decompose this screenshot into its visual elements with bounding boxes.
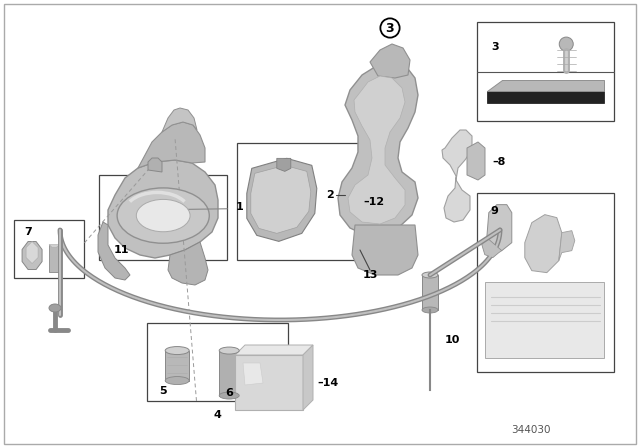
Text: 10: 10: [445, 335, 460, 345]
Polygon shape: [162, 108, 197, 132]
Text: –12: –12: [364, 197, 385, 207]
Ellipse shape: [147, 201, 179, 229]
Ellipse shape: [165, 377, 189, 384]
Polygon shape: [251, 165, 311, 233]
Polygon shape: [26, 241, 38, 263]
Polygon shape: [108, 160, 218, 258]
Polygon shape: [525, 215, 562, 273]
Polygon shape: [487, 205, 512, 250]
Polygon shape: [98, 222, 130, 280]
Text: 11: 11: [113, 245, 129, 255]
Text: 7: 7: [24, 227, 32, 237]
Text: 5: 5: [159, 386, 167, 396]
Polygon shape: [247, 158, 317, 241]
Polygon shape: [148, 158, 162, 172]
Polygon shape: [49, 245, 61, 271]
Bar: [477, 193, 614, 372]
Ellipse shape: [422, 272, 438, 278]
Polygon shape: [559, 231, 575, 261]
Polygon shape: [219, 350, 239, 396]
Ellipse shape: [117, 188, 209, 243]
Ellipse shape: [49, 304, 61, 312]
Polygon shape: [482, 237, 502, 258]
Bar: [99, 175, 227, 260]
Text: –8: –8: [492, 157, 506, 167]
Polygon shape: [277, 158, 291, 172]
Polygon shape: [49, 245, 61, 247]
Bar: [487, 91, 604, 103]
Polygon shape: [235, 345, 313, 355]
Polygon shape: [303, 345, 313, 410]
Bar: [237, 143, 358, 260]
Ellipse shape: [559, 37, 573, 51]
Polygon shape: [487, 80, 604, 91]
Ellipse shape: [219, 347, 239, 354]
Text: 344030: 344030: [511, 425, 551, 435]
Polygon shape: [165, 350, 189, 380]
Bar: [485, 282, 604, 358]
Text: 3: 3: [386, 22, 394, 34]
Polygon shape: [467, 142, 485, 180]
Ellipse shape: [165, 347, 189, 354]
Polygon shape: [348, 76, 405, 224]
Polygon shape: [370, 44, 410, 78]
Text: 4: 4: [214, 410, 221, 420]
Polygon shape: [338, 62, 418, 235]
Bar: [147, 323, 288, 401]
Text: 6: 6: [225, 388, 233, 398]
Polygon shape: [243, 363, 263, 385]
Ellipse shape: [422, 307, 438, 313]
Text: 9: 9: [491, 206, 499, 215]
Polygon shape: [442, 130, 472, 222]
Polygon shape: [22, 241, 42, 270]
Text: 3: 3: [491, 42, 499, 52]
Bar: [14, 220, 84, 278]
Polygon shape: [235, 355, 303, 410]
Polygon shape: [422, 275, 438, 310]
Text: 13: 13: [362, 270, 378, 280]
Text: –14: –14: [317, 378, 339, 388]
Ellipse shape: [219, 392, 239, 399]
Text: 2: 2: [326, 190, 334, 200]
Polygon shape: [138, 122, 205, 168]
Bar: [477, 22, 614, 121]
Ellipse shape: [141, 195, 186, 235]
Polygon shape: [168, 242, 208, 285]
Text: 1: 1: [236, 202, 243, 212]
Ellipse shape: [136, 199, 190, 232]
Polygon shape: [352, 225, 418, 275]
